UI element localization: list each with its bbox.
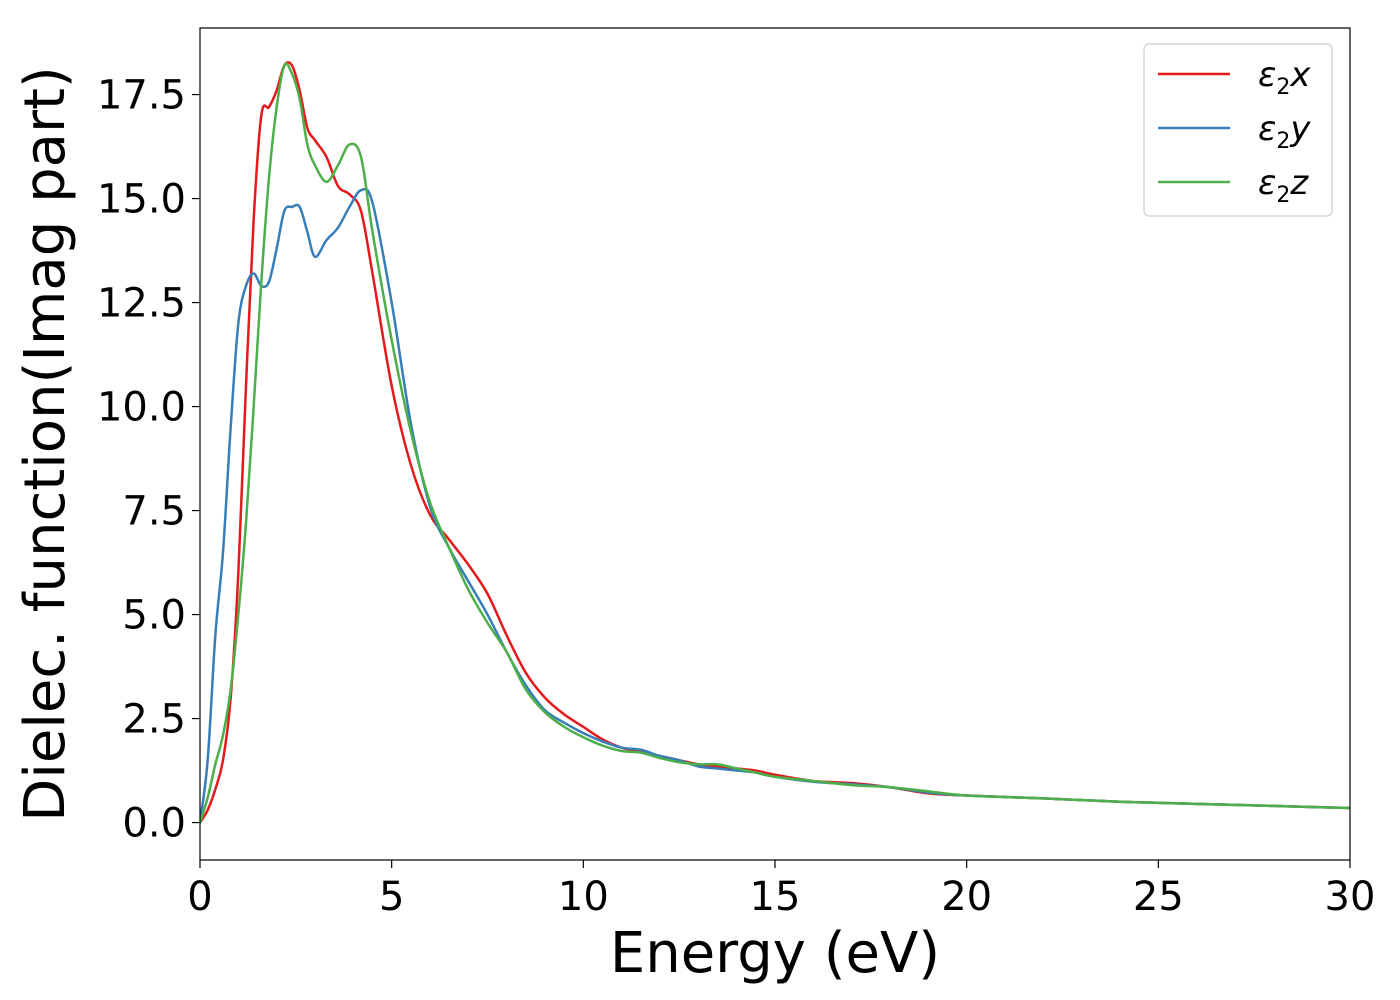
y-axis-title: Dielec. function(Imag part) — [13, 66, 78, 822]
legend: ε2x ε2y ε2z — [1143, 43, 1333, 217]
y-tick-label: 12.5 — [97, 281, 186, 327]
plot-area: 0 5 10 15 20 25 30 0.0 2.5 5.0 7.5 10.0 12.5 15.0 17.… — [97, 27, 1375, 920]
legend-label-x: ε2x — [1258, 55, 1311, 100]
y-tick-label: 15.0 — [97, 177, 186, 223]
y-tick-label: 17.5 — [97, 73, 186, 119]
legend-frame — [1143, 43, 1333, 217]
y-axis-ticks: 0.0 2.5 5.0 7.5 10.0 12.5 15.0 17.5 — [97, 73, 200, 847]
series-line-z — [200, 62, 1350, 824]
legend-label-y: ε2y — [1258, 109, 1311, 154]
y-tick-label: 2.5 — [122, 697, 186, 743]
series-line-y — [200, 187, 1350, 824]
x-tick-label: 30 — [1325, 874, 1376, 920]
x-tick-label: 25 — [1133, 874, 1184, 920]
x-tick-label: 15 — [750, 874, 801, 920]
y-tick-label: 0.0 — [122, 801, 186, 847]
series-group — [200, 61, 1350, 824]
legend-label-z: ε2z — [1258, 163, 1309, 208]
x-tick-label: 20 — [941, 874, 992, 920]
x-tick-label: 0 — [187, 874, 212, 920]
x-axis-title: Energy (eV) — [610, 921, 940, 986]
x-tick-label: 10 — [558, 874, 609, 920]
y-tick-label: 10.0 — [97, 385, 186, 431]
x-tick-label: 5 — [379, 874, 404, 920]
y-tick-label: 7.5 — [122, 489, 186, 535]
x-axis-ticks: 0 5 10 15 20 25 30 — [187, 860, 1375, 920]
y-tick-label: 5.0 — [122, 593, 186, 639]
